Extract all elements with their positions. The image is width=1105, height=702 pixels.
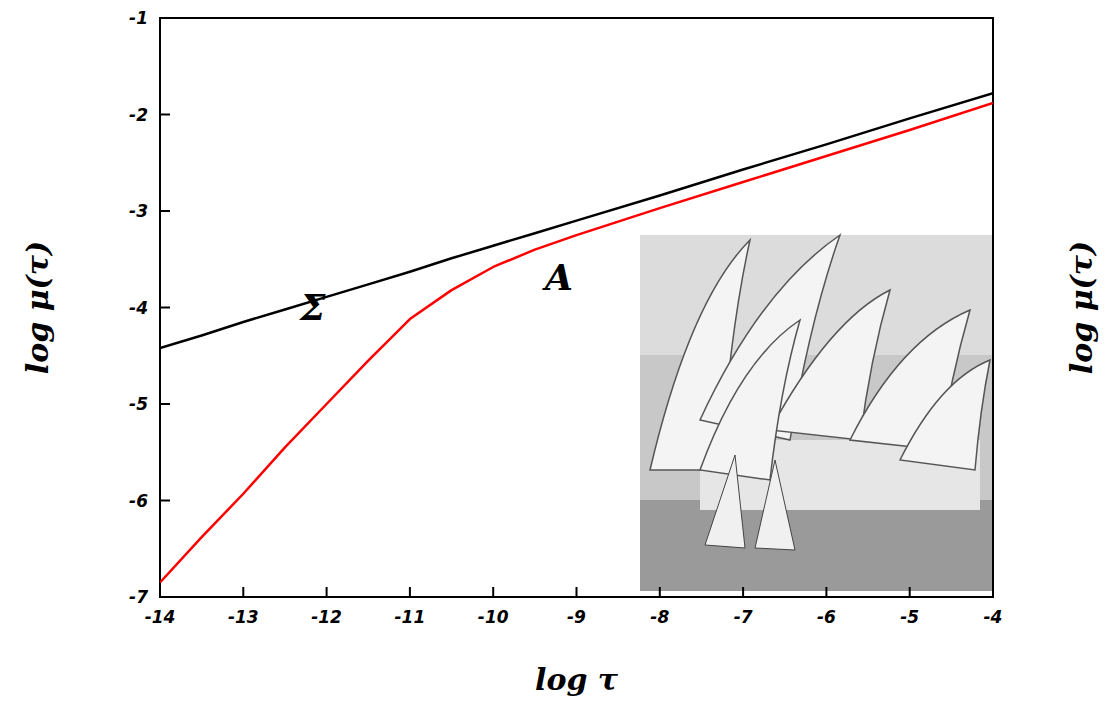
series-label: Σ: [298, 286, 326, 328]
y-tick: [160, 210, 170, 212]
x-tick-label: -13: [228, 607, 259, 627]
y-axis-title: log μ(τ): [20, 241, 55, 374]
y-tick-label: -7: [129, 587, 148, 607]
y-tick-label: -3: [129, 201, 148, 221]
x-axis-title: log τ: [535, 662, 619, 697]
chart: -14 -13 -12 -11 -10 -9 -8 -7 -6 -5 -4 -7 -6 -5 -4 -3 -2 -…: [0, 0, 1105, 702]
y-tick-label: -4: [129, 298, 148, 318]
x-tick-label: -5: [900, 607, 919, 627]
y-tick: [160, 114, 170, 116]
y-tick: [160, 403, 170, 405]
y-tick: [160, 500, 170, 502]
x-tick-label: -14: [145, 607, 176, 627]
y-tick: [160, 596, 170, 598]
x-tick: [992, 587, 994, 597]
x-tick: [242, 587, 244, 597]
x-tick: [909, 587, 911, 597]
x-tick-label: -10: [478, 607, 509, 627]
x-tick-label: -4: [984, 607, 1003, 627]
inset-photo: [640, 235, 993, 591]
x-tick: [576, 587, 578, 597]
x-tick-label: -8: [650, 607, 669, 627]
y-tick: [160, 307, 170, 309]
plot-frame: [160, 18, 993, 597]
y-tick: [160, 17, 170, 19]
inset-sail: [705, 455, 745, 548]
plot-lines: [160, 93, 993, 582]
y-tick-label: -2: [129, 105, 148, 125]
series-line: [160, 103, 993, 583]
x-tick: [409, 587, 411, 597]
x-tick: [659, 587, 661, 597]
inset-sail: [755, 460, 795, 550]
x-tick: [326, 587, 328, 597]
x-tick-label: -11: [395, 607, 426, 627]
inset-shell: [900, 360, 990, 470]
x-tick-label: -9: [567, 607, 586, 627]
y-tick-label: -5: [129, 394, 148, 414]
inset-shell: [700, 320, 800, 480]
series-label: A: [542, 256, 573, 298]
y-tick-label: -6: [129, 491, 148, 511]
x-tick-label: -6: [817, 607, 836, 627]
y-tick-label: -1: [129, 8, 148, 28]
inset-background: [640, 235, 993, 591]
inset-water: [640, 500, 993, 591]
x-tick-label: -7: [734, 607, 753, 627]
x-tick: [742, 587, 744, 597]
x-tick: [159, 587, 161, 597]
x-tick: [825, 587, 827, 597]
x-tick: [492, 587, 494, 597]
x-tick-label: -12: [311, 607, 342, 627]
series-line: [160, 93, 993, 348]
right-annotation: log μ(τ): [1064, 241, 1099, 374]
